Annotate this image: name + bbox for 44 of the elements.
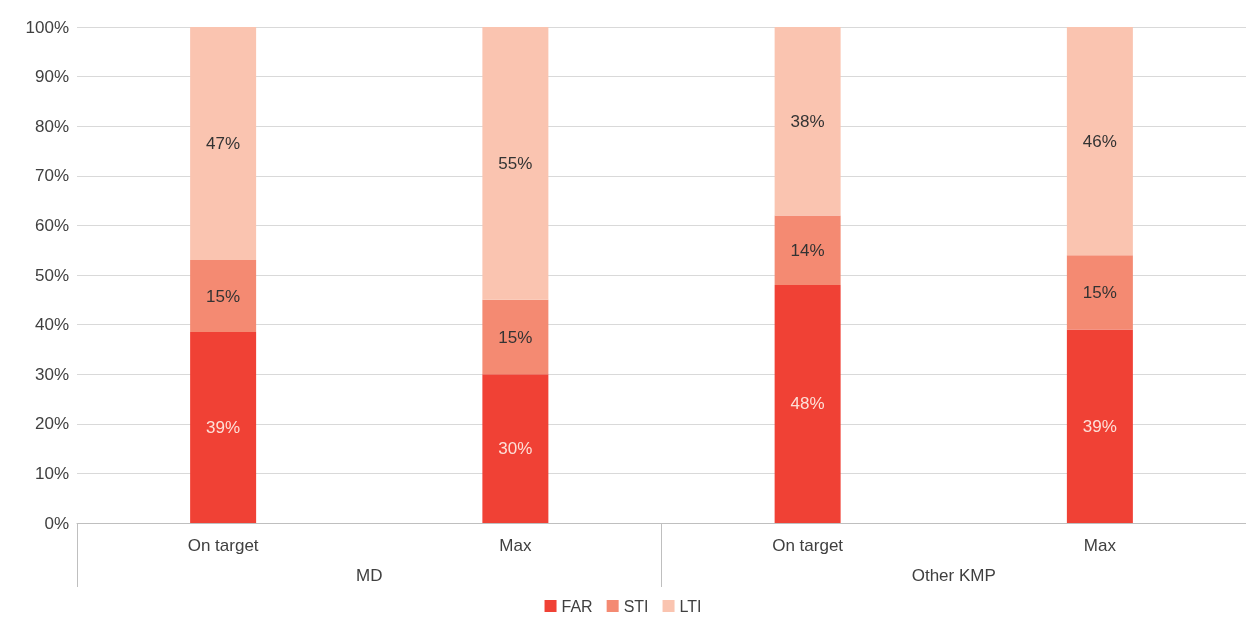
y-tick-label: 70% — [34, 166, 69, 186]
x-tick-label: Max — [499, 536, 532, 555]
bar — [1066, 27, 1133, 256]
bar — [190, 27, 257, 261]
y-tick-label: 30% — [34, 364, 69, 384]
y-tick-label: 40% — [34, 315, 69, 335]
legend-label: LTI — [679, 597, 702, 615]
bar — [774, 284, 841, 523]
data-label: 15% — [498, 327, 533, 347]
y-tick-label: 50% — [34, 265, 69, 285]
bar — [774, 27, 841, 216]
data-label: 47% — [206, 134, 241, 154]
bar — [190, 332, 257, 523]
y-tick-label: 20% — [34, 414, 69, 434]
y-tick-label: 10% — [34, 463, 69, 483]
y-tick-label: 0% — [44, 513, 69, 533]
bar — [482, 374, 549, 523]
data-label: 48% — [790, 394, 825, 414]
bar — [774, 215, 841, 285]
bar — [482, 299, 549, 375]
legend-label: STI — [623, 597, 649, 615]
data-label: 55% — [498, 153, 533, 173]
data-label: 39% — [206, 418, 241, 438]
data-label: 14% — [790, 240, 825, 260]
text: MD — [356, 566, 383, 585]
bar — [482, 27, 549, 300]
x-tick-label: Max — [1083, 536, 1117, 555]
bar — [1066, 255, 1133, 330]
text: Other KMP — [911, 566, 996, 585]
bar — [190, 260, 257, 333]
y-tick-label: 90% — [34, 67, 69, 87]
data-label: 15% — [206, 286, 241, 306]
legend-label: FAR — [561, 597, 593, 615]
y-tick-label: 80% — [34, 116, 69, 136]
bar — [1066, 329, 1133, 523]
data-label: 39% — [1082, 416, 1117, 436]
x-tick-label: On target — [772, 536, 844, 555]
y-tick-label: 100% — [25, 17, 69, 37]
x-tick-label: On target — [187, 536, 259, 555]
data-label: 30% — [498, 439, 533, 459]
data-label: 46% — [1082, 131, 1117, 151]
data-label: 38% — [790, 111, 825, 131]
y-tick-label: 60% — [34, 215, 69, 235]
data-label: 15% — [1082, 282, 1117, 302]
